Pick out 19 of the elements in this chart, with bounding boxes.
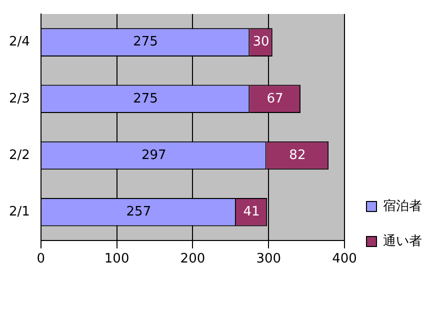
x-tick-label: 100	[104, 252, 130, 267]
data-label: 41	[243, 204, 260, 220]
data-label: 82	[289, 148, 306, 163]
y-tick-label: 2/1	[9, 204, 30, 220]
data-label: 257	[126, 204, 152, 220]
y-tick-label: 2/3	[9, 91, 30, 106]
data-label: 297	[141, 148, 166, 163]
x-tick-label: 400	[332, 252, 357, 267]
data-label: 67	[266, 91, 284, 106]
x-tick-label: 200	[180, 252, 206, 267]
x-tick-label: 0	[36, 252, 46, 267]
x-tick-label: 300	[256, 252, 282, 267]
data-label: 275	[133, 91, 158, 106]
data-label: 30	[252, 34, 270, 50]
y-tick-label: 2/2	[9, 148, 30, 163]
legend-label: 通い者	[383, 234, 422, 249]
y-tick-label: 2/4	[9, 34, 30, 50]
data-label: 275	[133, 34, 158, 50]
legend-label: 宿泊者	[383, 198, 422, 214]
